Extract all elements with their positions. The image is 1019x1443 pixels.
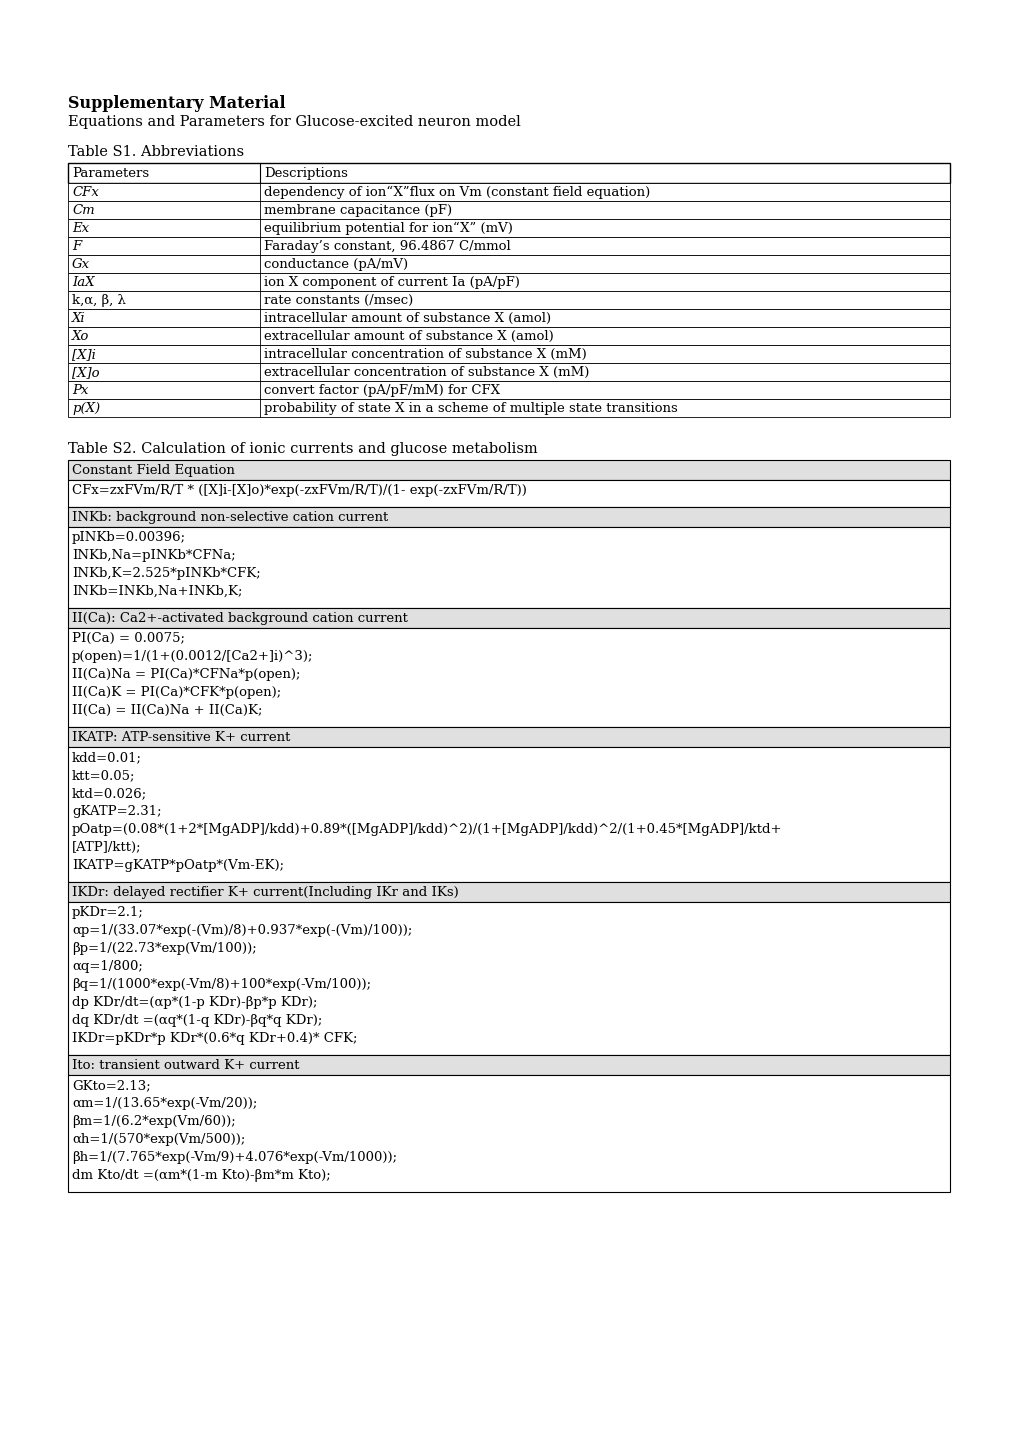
- Text: II(Ca)K = PI(Ca)*CFK*p(open);: II(Ca)K = PI(Ca)*CFK*p(open);: [72, 685, 281, 698]
- Text: p(open)=1/(1+(0.0012/[Ca2+]i)^3);: p(open)=1/(1+(0.0012/[Ca2+]i)^3);: [72, 649, 313, 662]
- Text: Equations and Parameters for Glucose-excited neuron model: Equations and Parameters for Glucose-exc…: [68, 115, 521, 128]
- Text: [X]i: [X]i: [72, 348, 96, 361]
- Text: INKb,K=2.525*pINKb*CFK;: INKb,K=2.525*pINKb*CFK;: [72, 567, 261, 580]
- Bar: [68, 481, 949, 506]
- Bar: [68, 882, 949, 902]
- Text: Ito: transient outward K+ current: Ito: transient outward K+ current: [72, 1059, 300, 1072]
- Text: Constant Field Equation: Constant Field Equation: [72, 465, 234, 478]
- Text: convert factor (pA/pF/mM) for CFX: convert factor (pA/pF/mM) for CFX: [264, 384, 499, 397]
- Bar: [68, 201, 949, 219]
- Text: Table S2. Calculation of ionic currents and glucose metabolism: Table S2. Calculation of ionic currents …: [68, 442, 537, 456]
- Bar: [68, 608, 949, 628]
- Bar: [68, 628, 949, 727]
- Text: intracellular amount of substance X (amol): intracellular amount of substance X (amo…: [264, 312, 550, 325]
- Text: Faraday’s constant, 96.4867 C/mmol: Faraday’s constant, 96.4867 C/mmol: [264, 240, 511, 253]
- Text: p(X): p(X): [72, 403, 100, 416]
- Text: extracellular concentration of substance X (mM): extracellular concentration of substance…: [264, 367, 589, 380]
- Bar: [68, 345, 949, 364]
- Text: Gx: Gx: [72, 258, 90, 271]
- Text: βp=1/(22.73*exp(Vm/100));: βp=1/(22.73*exp(Vm/100));: [72, 942, 257, 955]
- Text: Supplementary Material: Supplementary Material: [68, 95, 285, 113]
- Text: INKb: background non-selective cation current: INKb: background non-selective cation cu…: [72, 511, 388, 524]
- Bar: [68, 460, 949, 481]
- Bar: [68, 309, 949, 328]
- Text: II(Ca): Ca2+-activated background cation current: II(Ca): Ca2+-activated background cation…: [72, 612, 408, 625]
- Text: INKb,Na=pINKb*CFNa;: INKb,Na=pINKb*CFNa;: [72, 548, 235, 561]
- Text: ktd=0.026;: ktd=0.026;: [72, 786, 147, 799]
- Bar: [68, 255, 949, 273]
- Text: βq=1/(1000*exp(-Vm/8)+100*exp(-Vm/100));: βq=1/(1000*exp(-Vm/8)+100*exp(-Vm/100));: [72, 978, 371, 991]
- Text: IaX: IaX: [72, 276, 95, 289]
- Text: probability of state X in a scheme of multiple state transitions: probability of state X in a scheme of mu…: [264, 403, 677, 416]
- Bar: [68, 237, 949, 255]
- Text: conductance (pA/mV): conductance (pA/mV): [264, 258, 408, 271]
- Bar: [68, 273, 949, 291]
- Text: equilibrium potential for ion“X” (mV): equilibrium potential for ion“X” (mV): [264, 222, 513, 235]
- Text: II(Ca)Na = PI(Ca)*CFNa*p(open);: II(Ca)Na = PI(Ca)*CFNa*p(open);: [72, 668, 301, 681]
- Bar: [68, 381, 949, 400]
- Text: IKDr: delayed rectifier K+ current(Including IKr and IKs): IKDr: delayed rectifier K+ current(Inclu…: [72, 886, 459, 899]
- Bar: [68, 163, 949, 183]
- Bar: [68, 747, 949, 882]
- Text: intracellular concentration of substance X (mM): intracellular concentration of substance…: [264, 348, 586, 361]
- Text: kdd=0.01;: kdd=0.01;: [72, 750, 142, 763]
- Text: dp KDr/dt=(αp*(1-p KDr)-βp*p KDr);: dp KDr/dt=(αp*(1-p KDr)-βp*p KDr);: [72, 996, 317, 1009]
- Text: GKto=2.13;: GKto=2.13;: [72, 1079, 151, 1092]
- Text: dq KDr/dt =(αq*(1-q KDr)-βq*q KDr);: dq KDr/dt =(αq*(1-q KDr)-βq*q KDr);: [72, 1014, 322, 1027]
- Text: IKATP=gKATP*pOatp*(Vm-EK);: IKATP=gKATP*pOatp*(Vm-EK);: [72, 859, 284, 872]
- Bar: [68, 1075, 949, 1192]
- Text: Px: Px: [72, 384, 89, 397]
- Text: pKDr=2.1;: pKDr=2.1;: [72, 906, 144, 919]
- Text: CFx: CFx: [72, 186, 99, 199]
- Bar: [68, 291, 949, 309]
- Text: IKATP: ATP-sensitive K+ current: IKATP: ATP-sensitive K+ current: [72, 732, 290, 745]
- Bar: [68, 527, 949, 608]
- Text: IKDr=pKDr*p KDr*(0.6*q KDr+0.4)* CFK;: IKDr=pKDr*p KDr*(0.6*q KDr+0.4)* CFK;: [72, 1032, 357, 1045]
- Text: II(Ca) = II(Ca)Na + II(Ca)K;: II(Ca) = II(Ca)Na + II(Ca)K;: [72, 704, 262, 717]
- Text: αm=1/(13.65*exp(-Vm/20));: αm=1/(13.65*exp(-Vm/20));: [72, 1097, 257, 1110]
- Bar: [68, 364, 949, 381]
- Text: INKb=INKb,Na+INKb,K;: INKb=INKb,Na+INKb,K;: [72, 584, 243, 597]
- Bar: [68, 328, 949, 345]
- Text: pOatp=(0.08*(1+2*[MgADP]/kdd)+0.89*([MgADP]/kdd)^2)/(1+[MgADP]/kdd)^2/(1+0.45*[M: pOatp=(0.08*(1+2*[MgADP]/kdd)+0.89*([MgA…: [72, 823, 782, 835]
- Text: k,α, β, λ: k,α, β, λ: [72, 294, 125, 307]
- Bar: [68, 183, 949, 201]
- Text: PI(Ca) = 0.0075;: PI(Ca) = 0.0075;: [72, 632, 184, 645]
- Text: membrane capacitance (pF): membrane capacitance (pF): [264, 203, 451, 216]
- Text: Xi: Xi: [72, 312, 86, 325]
- Text: dm Kto/dt =(αm*(1-m Kto)-βm*m Kto);: dm Kto/dt =(αm*(1-m Kto)-βm*m Kto);: [72, 1169, 330, 1182]
- Text: Xo: Xo: [72, 330, 90, 343]
- Bar: [68, 902, 949, 1055]
- Bar: [68, 400, 949, 417]
- Text: αh=1/(570*exp(Vm/500));: αh=1/(570*exp(Vm/500));: [72, 1133, 246, 1146]
- Text: αq=1/800;: αq=1/800;: [72, 960, 143, 973]
- Text: rate constants (/msec): rate constants (/msec): [264, 294, 413, 307]
- Text: pINKb=0.00396;: pINKb=0.00396;: [72, 531, 185, 544]
- Text: CFx=zxFVm/R/T * ([X]i-[X]o)*exp(-zxFVm/R/T)/(1- exp(-zxFVm/R/T)): CFx=zxFVm/R/T * ([X]i-[X]o)*exp(-zxFVm/R…: [72, 483, 527, 496]
- Text: Cm: Cm: [72, 203, 95, 216]
- Text: extracellular amount of substance X (amol): extracellular amount of substance X (amo…: [264, 330, 553, 343]
- Bar: [68, 1055, 949, 1075]
- Bar: [68, 219, 949, 237]
- Text: βm=1/(6.2*exp(Vm/60));: βm=1/(6.2*exp(Vm/60));: [72, 1115, 235, 1128]
- Text: ion X component of current Ia (pA/pF): ion X component of current Ia (pA/pF): [264, 276, 520, 289]
- Bar: [68, 727, 949, 747]
- Text: ktt=0.05;: ktt=0.05;: [72, 769, 136, 782]
- Text: [X]o: [X]o: [72, 367, 100, 380]
- Text: gKATP=2.31;: gKATP=2.31;: [72, 805, 161, 818]
- Text: Descriptions: Descriptions: [264, 167, 347, 180]
- Text: dependency of ion“X”flux on Vm (constant field equation): dependency of ion“X”flux on Vm (constant…: [264, 186, 650, 199]
- Text: F: F: [72, 240, 82, 253]
- Text: Parameters: Parameters: [72, 167, 149, 180]
- Text: Table S1. Abbreviations: Table S1. Abbreviations: [68, 144, 244, 159]
- Text: Ex: Ex: [72, 222, 89, 235]
- Text: [ATP]/ktt);: [ATP]/ktt);: [72, 841, 142, 854]
- Bar: [68, 506, 949, 527]
- Text: βh=1/(7.765*exp(-Vm/9)+4.076*exp(-Vm/1000));: βh=1/(7.765*exp(-Vm/9)+4.076*exp(-Vm/100…: [72, 1152, 396, 1165]
- Text: αp=1/(33.07*exp(-(Vm)/8)+0.937*exp(-(Vm)/100));: αp=1/(33.07*exp(-(Vm)/8)+0.937*exp(-(Vm)…: [72, 924, 412, 937]
